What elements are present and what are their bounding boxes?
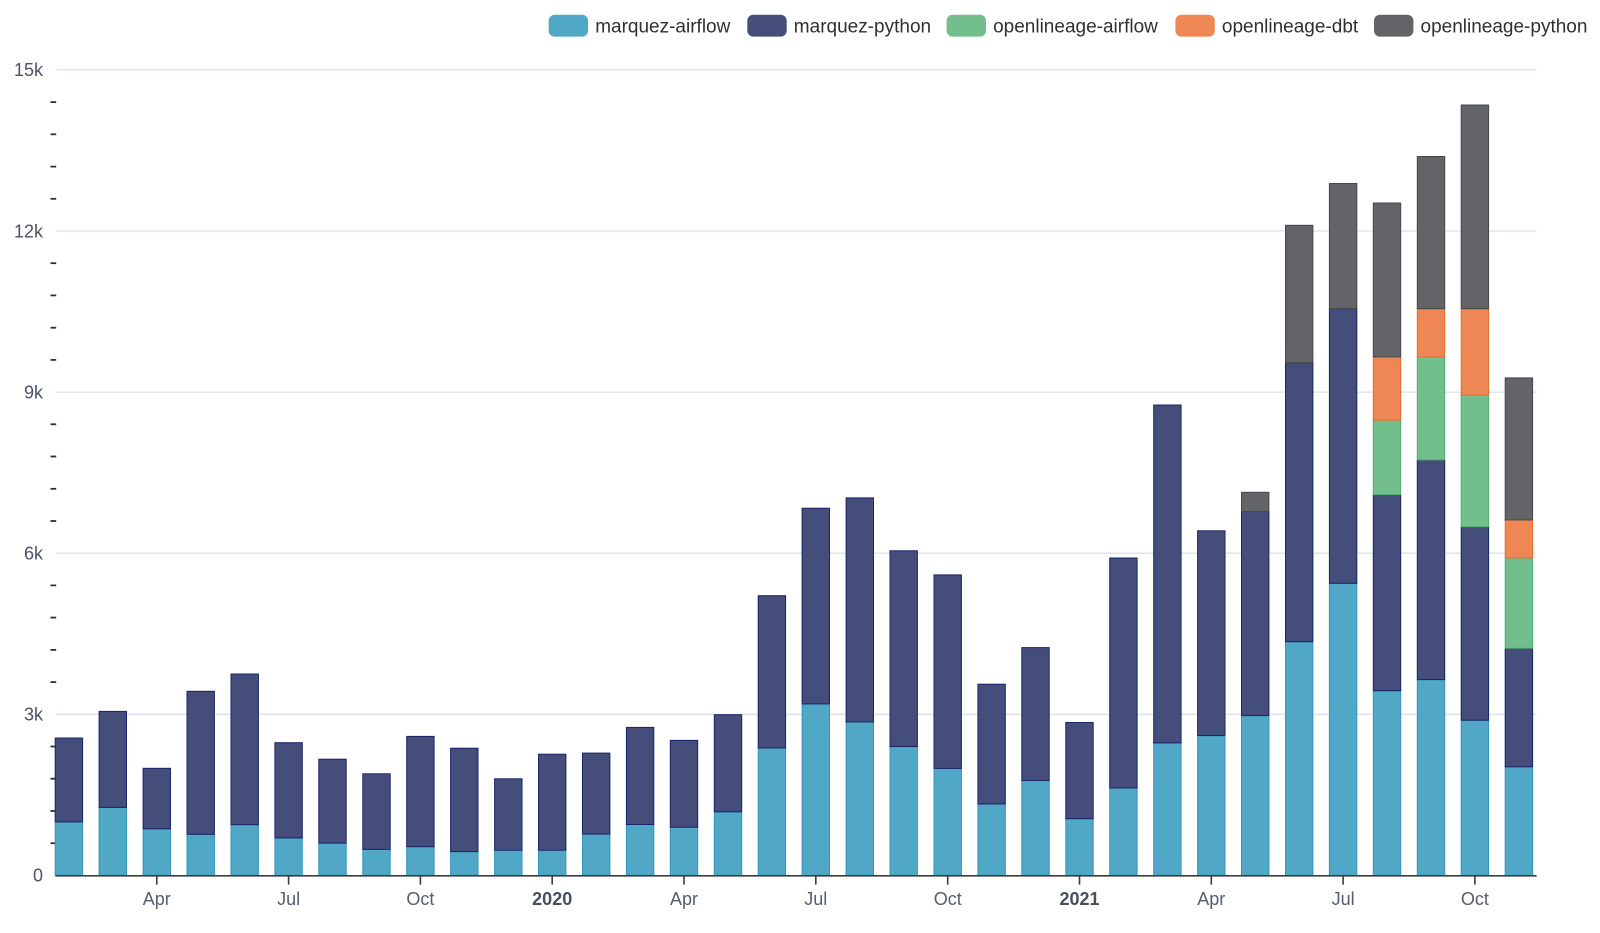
- svg-text:2020: 2020: [532, 889, 572, 909]
- svg-text:15k: 15k: [14, 60, 44, 80]
- svg-text:Apr: Apr: [143, 889, 171, 909]
- svg-text:openlineage-airflow: openlineage-airflow: [993, 16, 1158, 37]
- svg-text:9k: 9k: [24, 382, 44, 402]
- svg-text:Oct: Oct: [934, 889, 962, 909]
- svg-text:Jul: Jul: [804, 889, 827, 909]
- svg-text:0: 0: [33, 866, 43, 886]
- svg-text:Jul: Jul: [1332, 889, 1355, 909]
- svg-text:12k: 12k: [14, 221, 44, 241]
- svg-text:openlineage-python: openlineage-python: [1421, 16, 1588, 37]
- svg-text:Apr: Apr: [1197, 889, 1225, 909]
- svg-text:Jul: Jul: [277, 889, 300, 909]
- svg-text:openlineage-dbt: openlineage-dbt: [1222, 16, 1359, 37]
- svg-text:Oct: Oct: [406, 889, 434, 909]
- svg-text:marquez-airflow: marquez-airflow: [595, 16, 730, 37]
- svg-text:3k: 3k: [24, 705, 44, 725]
- svg-text:Apr: Apr: [670, 889, 698, 909]
- svg-text:Oct: Oct: [1461, 889, 1489, 909]
- svg-text:6k: 6k: [24, 544, 44, 564]
- svg-text:2021: 2021: [1059, 889, 1099, 909]
- svg-text:marquez-python: marquez-python: [794, 16, 931, 37]
